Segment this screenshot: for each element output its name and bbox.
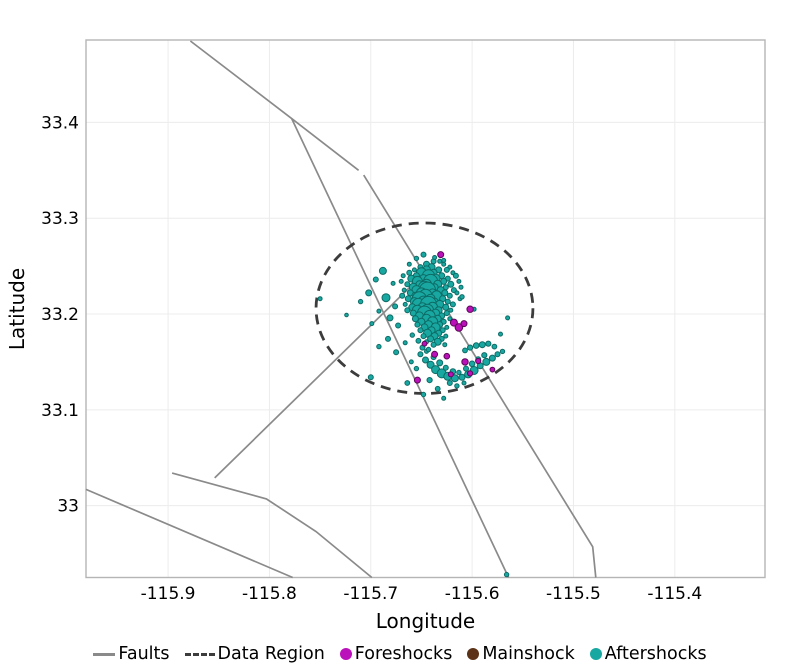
y-tick-label: 33.2 — [41, 305, 79, 325]
aftershocks-dot-swatch — [589, 648, 602, 660]
data-region-dash-swatch — [184, 652, 215, 656]
legend-item-aftershocks: Aftershocks — [589, 644, 707, 664]
x-tick-label: -115.4 — [647, 584, 702, 604]
y-tick-label: 33.1 — [41, 401, 79, 421]
legend-label-foreshocks: Foreshocks — [354, 644, 453, 664]
fault-lines — [85, 40, 597, 579]
x-tick-label: -115.6 — [445, 584, 500, 604]
legend-item-foreshocks: Foreshocks — [339, 644, 453, 664]
foreshocks-dot-swatch — [339, 648, 352, 660]
x-tick-label: -115.8 — [242, 584, 297, 604]
y-tick-label: 33.4 — [41, 113, 79, 133]
x-tick-label: -115.7 — [343, 584, 398, 604]
foreshocks-points — [413, 251, 496, 384]
legend-item-faults: Faults — [93, 644, 170, 664]
x-tick-label: -115.9 — [141, 584, 196, 604]
legend: Faults Data Region Foreshocks Mainshock … — [0, 642, 800, 666]
x-axis-title: Longitude — [375, 609, 476, 633]
aftershocks-points — [317, 251, 511, 578]
legend-label-data-region: Data Region — [217, 644, 325, 664]
y-axis-title: Latitude — [5, 267, 29, 351]
legend-label-aftershocks: Aftershocks — [604, 644, 707, 664]
plot-frame — [85, 39, 766, 579]
data-region-ellipse — [314, 221, 535, 395]
y-tick-label: 33 — [57, 497, 79, 517]
x-tick-label: -115.5 — [546, 584, 601, 604]
tick-labels: -115.9 -115.8 -115.7 -115.6 -115.5 -115.4 33.4… — [41, 113, 702, 604]
legend-item-data-region: Data Region — [184, 644, 325, 664]
y-tick-label: 33.3 — [41, 209, 79, 229]
legend-label-faults: Faults — [118, 644, 170, 664]
legend-item-mainshock: Mainshock — [467, 644, 575, 664]
legend-label-mainshock: Mainshock — [482, 644, 575, 664]
faults-line-swatch — [93, 652, 116, 656]
mainshock-dot-swatch — [467, 648, 480, 660]
